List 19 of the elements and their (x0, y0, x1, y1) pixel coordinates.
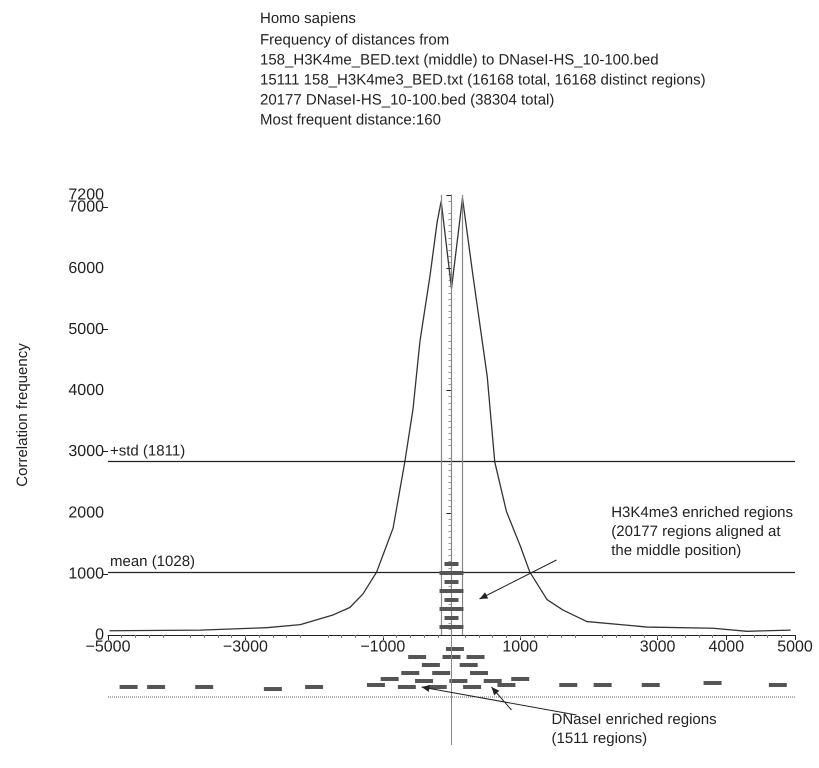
annotation: H3K4me3 enriched regions (20177 regions aligned at the middle position) (611, 504, 794, 559)
chart-title: Homo sapiens (260, 10, 356, 27)
y-tick-label: 4000 (68, 382, 104, 400)
text: DNaseI enriched regions (1511 regions) (552, 711, 717, 747)
x-tick-label: 4000 (708, 638, 744, 656)
y-tick-label: 1000 (68, 565, 104, 582)
x-tick-label: 1000 (502, 638, 538, 656)
x-tick-label: −3000 (222, 638, 268, 656)
chart-subtitle: Frequency of distances from 158_H3K4me_BED.text (middle) to DNaseI-HS_10-100.bed 15111 158_H3K4me3_BED.txt (16168 total, 16168 distinct regions) 20177 DNaseI-HS_10-100.bed (38304 total) Most frequent distance:160 (260, 32, 706, 128)
y-tick-label: 5000 (68, 320, 104, 338)
x-tick-label: 3000 (640, 638, 676, 656)
x-tick-label: −1000 (360, 638, 406, 656)
ref-line-label: mean (1028) (110, 553, 196, 570)
y-tick-label: 2000 (68, 504, 104, 522)
y-tick-label: 3000 (68, 443, 104, 460)
x-tick-label: 5000 (777, 638, 813, 656)
y-axis-title: Correlation frequency (14, 342, 31, 487)
ref-line-label: +std (1811) (110, 442, 186, 460)
y-tick-label: 6000 (68, 260, 104, 277)
